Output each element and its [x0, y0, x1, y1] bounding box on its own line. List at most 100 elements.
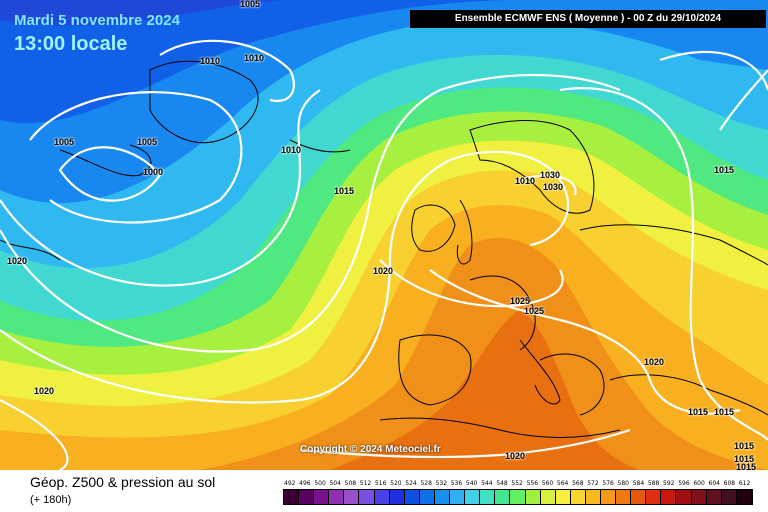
scale-swatch	[600, 490, 617, 504]
scale-value-label: 612	[738, 480, 751, 487]
scale-value-label: 540	[465, 480, 478, 487]
scale-swatch	[676, 490, 692, 504]
geopotential-map	[0, 0, 768, 470]
scale-value-label: 548	[496, 480, 508, 487]
scale-value-label: 580	[617, 480, 629, 487]
scale-swatch	[404, 490, 420, 504]
legend-footer: Géop. Z500 & pression au sol (+ 180h) 49…	[0, 470, 768, 512]
isobar-label: 1015	[734, 441, 755, 451]
isobar-label: 1015	[688, 407, 709, 417]
isobar-label: 1010	[281, 145, 302, 155]
isobar-label: 1005	[54, 137, 75, 147]
forecast-time: 13:00 locale	[14, 33, 128, 55]
isobar-label: 1000	[143, 167, 164, 177]
scale-swatch	[616, 490, 632, 504]
isobar-label: 1030	[543, 182, 564, 192]
scale-swatch	[721, 490, 737, 504]
scale-value-label: 536	[450, 480, 463, 487]
scale-value-label: 588	[647, 480, 660, 487]
scale-value-label: 532	[435, 480, 448, 487]
copyright-text: Copyright © 2024 Meteociel.fr	[300, 444, 441, 455]
isobar-label: 1010	[244, 53, 265, 63]
isobar-label: 1010	[515, 176, 536, 186]
scale-swatch	[389, 490, 405, 504]
scale-value-label: 524	[405, 480, 417, 487]
scale-value-label: 572	[587, 480, 599, 487]
scale-value-label: 556	[526, 480, 539, 487]
scale-value-label: 516	[374, 480, 387, 487]
scale-swatch	[555, 490, 571, 504]
isobar-label: 1020	[373, 266, 394, 276]
scale-swatch	[419, 490, 435, 504]
scale-swatch	[646, 490, 662, 504]
isobar-label: 1020	[644, 357, 665, 367]
scale-swatch	[434, 490, 451, 504]
scale-swatch	[359, 490, 375, 504]
scale-value-label: 520	[390, 480, 402, 487]
forecast-date: Mardi 5 novembre 2024	[14, 12, 180, 29]
band-red-orange	[330, 310, 640, 470]
isobar-label: 1020	[505, 451, 526, 461]
isobar-label: 1020	[7, 256, 28, 266]
model-source-banner: Ensemble ECMWF ENS ( Moyenne ) - 00 Z du…	[410, 10, 766, 28]
isobars	[0, 39, 768, 470]
isobar-label: 1010	[200, 56, 221, 66]
scale-value-label: 492	[284, 480, 296, 487]
scale-value-label: 496	[299, 480, 311, 487]
scale-swatch	[736, 490, 752, 504]
scale-value-label: 544	[481, 480, 493, 487]
isobar-label: 1015	[714, 407, 735, 417]
scale-swatch	[525, 490, 541, 504]
isobar-label: 1015	[734, 454, 755, 464]
scale-swatch	[374, 490, 390, 504]
scale-value-label: 564	[556, 480, 569, 487]
scale-value-label: 592	[663, 480, 675, 487]
scale-swatch	[510, 490, 526, 504]
color-scale-bar	[283, 489, 753, 505]
scale-value-label: 584	[632, 480, 645, 487]
scale-value-label: 596	[678, 480, 690, 487]
scale-value-label: 552	[511, 480, 523, 487]
scale-swatch	[631, 490, 647, 504]
scale-value-label: 508	[344, 480, 357, 487]
scale-swatch	[465, 490, 481, 504]
scale-swatch	[706, 490, 722, 504]
scale-value-label: 604	[708, 480, 720, 487]
scale-value-label: 608	[723, 480, 736, 487]
scale-swatch	[585, 490, 601, 504]
scale-swatch	[284, 490, 300, 504]
isobar-label: 1025	[510, 296, 531, 306]
scale-swatch	[570, 490, 586, 504]
isobar-label: 1020	[34, 386, 55, 396]
isobar-label: 1015	[736, 462, 757, 472]
scale-value-label: 576	[602, 480, 614, 487]
scale-swatch	[450, 490, 466, 504]
scale-value-label: 512	[359, 480, 372, 487]
isobar-label: 1015	[714, 165, 735, 175]
isobar-label: 1015	[334, 186, 355, 196]
isobar-label: 1005	[240, 0, 261, 9]
scale-swatch	[344, 490, 360, 504]
coastlines	[0, 60, 768, 438]
scale-swatch	[540, 490, 556, 504]
scale-swatch	[329, 490, 345, 504]
isobar-label: 1005	[137, 137, 158, 147]
legend-title: Géop. Z500 & pression au sol	[30, 474, 216, 490]
isobar-label: 1030	[540, 170, 561, 180]
scale-swatch	[314, 490, 330, 504]
scale-value-label: 560	[541, 480, 554, 487]
scale-value-label: 528	[420, 480, 432, 487]
isobar-label: 1025	[524, 306, 545, 316]
scale-swatch	[661, 490, 677, 504]
scale-swatch	[691, 490, 707, 504]
scale-value-label: 600	[693, 480, 705, 487]
color-scale-labels: 492 496 500 504 508 512 516 520 524 528 532 536 540 5…	[283, 480, 753, 490]
scale-swatch	[495, 490, 511, 504]
legend-subtitle: (+ 180h)	[30, 494, 72, 506]
scale-swatch	[480, 490, 496, 504]
scale-value-label: 504	[329, 480, 341, 487]
scale-value-label: 568	[572, 480, 584, 487]
scale-swatch	[299, 490, 315, 504]
scale-value-label: 500	[314, 480, 326, 487]
